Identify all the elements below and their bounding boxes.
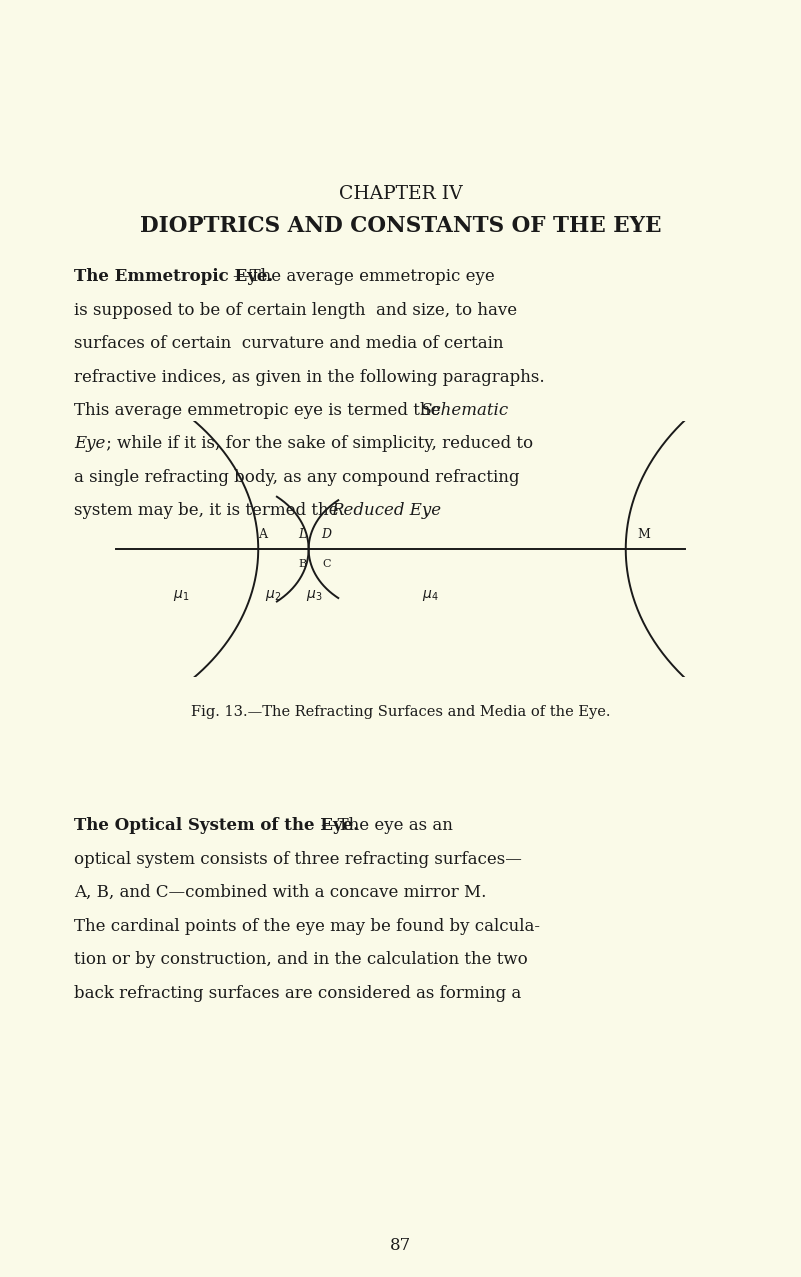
Text: $\mu_2$: $\mu_2$ xyxy=(265,587,281,603)
Text: system may be, it is termed the: system may be, it is termed the xyxy=(74,502,344,520)
Text: DIOPTRICS AND CONSTANTS OF THE EYE: DIOPTRICS AND CONSTANTS OF THE EYE xyxy=(139,215,662,236)
Text: Reduced Eye: Reduced Eye xyxy=(331,502,441,520)
Text: —The average emmetropic eye: —The average emmetropic eye xyxy=(233,268,495,285)
Text: back refracting surfaces are considered as forming a: back refracting surfaces are considered … xyxy=(74,985,521,1001)
Text: a single refracting body, as any compound refracting: a single refracting body, as any compoun… xyxy=(74,469,520,487)
Text: CHAPTER IV: CHAPTER IV xyxy=(339,185,462,203)
Text: The cardinal points of the eye may be found by calcula-: The cardinal points of the eye may be fo… xyxy=(74,918,541,935)
Text: D: D xyxy=(321,527,332,541)
Text: is supposed to be of certain length  and size, to have: is supposed to be of certain length and … xyxy=(74,301,517,319)
Text: $\mu_4$: $\mu_4$ xyxy=(422,587,438,603)
Text: $\mu_3$: $\mu_3$ xyxy=(306,587,323,603)
Text: surfaces of certain  curvature and media of certain: surfaces of certain curvature and media … xyxy=(74,335,504,352)
Text: This average emmetropic eye is termed the: This average emmetropic eye is termed th… xyxy=(74,402,446,419)
Text: A: A xyxy=(259,527,268,541)
Text: L: L xyxy=(299,527,307,541)
Text: Schematic: Schematic xyxy=(421,402,509,419)
Text: Fig. 13.—The Refracting Surfaces and Media of the Eye.: Fig. 13.—The Refracting Surfaces and Med… xyxy=(191,705,610,719)
Text: tion or by construction, and in the calculation the two: tion or by construction, and in the calc… xyxy=(74,951,528,968)
Text: —The eye as an: —The eye as an xyxy=(321,817,453,834)
Text: C: C xyxy=(322,559,331,570)
Text: The Optical System of the Eye.: The Optical System of the Eye. xyxy=(74,817,360,834)
Text: ; while if it is, for the sake of simplicity, reduced to: ; while if it is, for the sake of simpli… xyxy=(101,435,533,452)
Text: $\mu_1$: $\mu_1$ xyxy=(173,587,189,603)
Text: .: . xyxy=(423,502,429,520)
Text: The Emmetropic Eye.: The Emmetropic Eye. xyxy=(74,268,274,285)
Text: A, B, and C—combined with a concave mirror M.: A, B, and C—combined with a concave mirr… xyxy=(74,884,487,902)
Text: B: B xyxy=(299,559,307,570)
Text: optical system consists of three refracting surfaces—: optical system consists of three refract… xyxy=(74,850,522,868)
Text: M: M xyxy=(637,527,650,541)
Text: refractive indices, as given in the following paragraphs.: refractive indices, as given in the foll… xyxy=(74,369,545,386)
Text: 87: 87 xyxy=(390,1237,411,1254)
Text: Eye: Eye xyxy=(74,435,106,452)
